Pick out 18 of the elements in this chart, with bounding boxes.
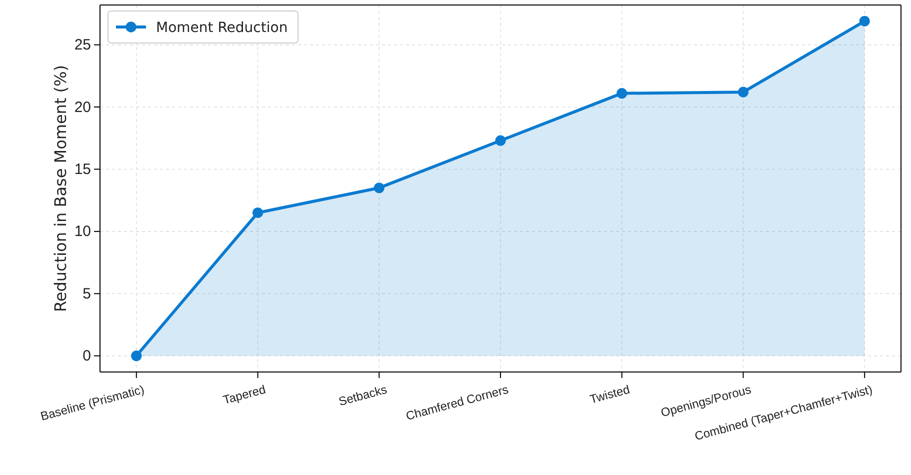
point [252,207,264,218]
x-tick-label: Twisted [588,382,632,406]
y-tick-label: 0 [82,348,91,365]
y-tick-label: 25 [74,36,91,54]
point [616,88,628,99]
point [131,350,142,362]
legend-label: Moment Reduction [156,20,288,36]
x-tick-label: Tapered [222,382,268,408]
y-tick-label: 5 [82,285,91,302]
y-tick-label: 15 [74,161,91,178]
y-tick-label: 10 [74,223,91,240]
point [738,86,749,98]
point [859,16,870,26]
point [374,182,384,194]
x-tick-label: Setbacks [337,382,388,409]
point [495,135,506,146]
y-tick-label: 20 [74,98,91,116]
y-axis-title: Reduction in Base Moment (%) [51,65,70,312]
